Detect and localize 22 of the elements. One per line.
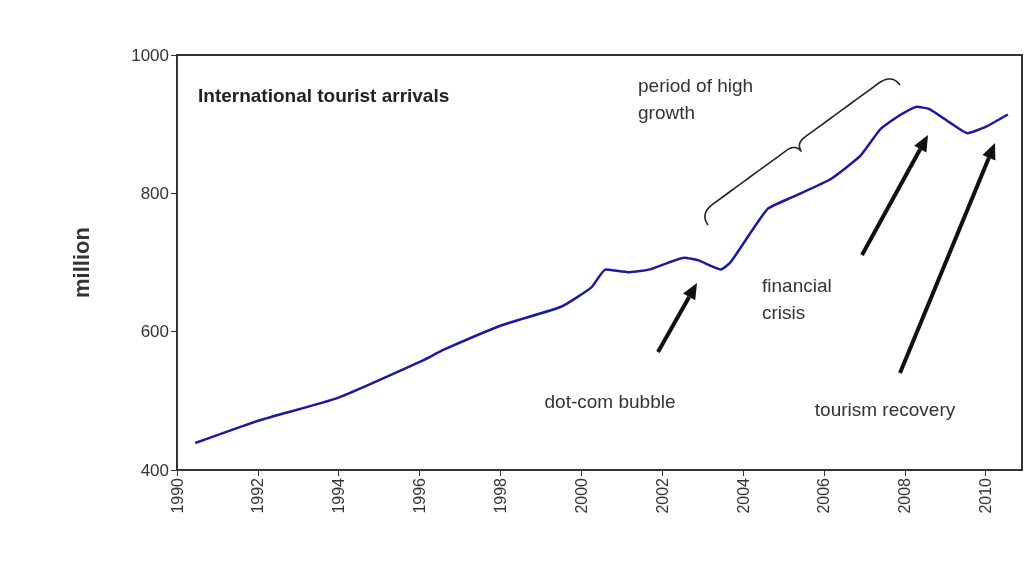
- line-series: [193, 105, 1010, 445]
- y-tick-label: 600: [140, 322, 169, 342]
- x-tick-label: 1998: [491, 477, 509, 514]
- annotation: tourism recovery: [814, 399, 956, 420]
- x-tick-label: 2006: [815, 477, 833, 514]
- x-tick-label: 1992: [249, 477, 267, 514]
- y-axis-title: million: [68, 227, 94, 298]
- annotation: financial crisis: [762, 275, 832, 323]
- x-tick-label: 2004: [734, 477, 752, 514]
- x-tick-label: 2002: [653, 477, 671, 514]
- x-tick-label: 1994: [330, 477, 348, 514]
- y-tick-label: 800: [140, 183, 169, 203]
- annotation: dot-com bubble: [544, 391, 676, 412]
- x-tick-label: 1996: [411, 477, 429, 514]
- text: International tourist arrivals: [198, 84, 450, 106]
- annotation: period of high growth: [638, 75, 754, 123]
- x-tick-label: 2010: [977, 477, 995, 514]
- y-tick-label: 1000: [131, 45, 169, 65]
- x-tick-label: 1990: [168, 477, 186, 514]
- x-tick-label: 2008: [896, 477, 914, 514]
- y-tick-label: 400: [140, 460, 169, 480]
- x-tick-label: 2000: [572, 477, 590, 514]
